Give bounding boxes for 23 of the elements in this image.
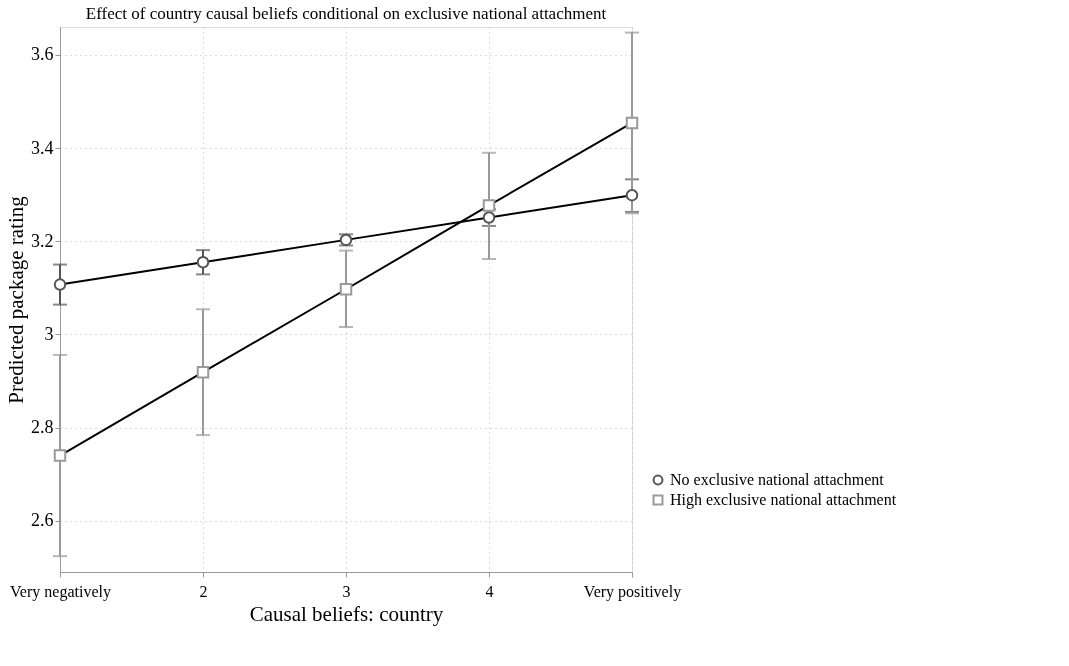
x-tick-label: 4	[485, 582, 494, 600]
y-axis-title: Predicted package rating	[4, 195, 28, 404]
x-tick-label: Very negatively	[10, 582, 111, 601]
point	[53, 278, 67, 291]
point	[53, 449, 67, 462]
point	[196, 365, 210, 379]
x-tick-label: 3	[342, 582, 351, 600]
y-tick-label: 2.8	[31, 417, 54, 438]
point	[339, 283, 353, 296]
x-tick-label: 2	[199, 582, 208, 600]
point	[196, 256, 210, 269]
chart-title: Effect of country causal beliefs conditional on exclusive national attachment	[85, 4, 607, 23]
y-tick-label: 3.2	[31, 230, 54, 251]
point	[625, 116, 639, 130]
x-tick-label: Very positively	[583, 582, 682, 601]
x-axis-title: Causal beliefs: country	[249, 601, 444, 626]
legend-label: No exclusive national attachment	[670, 471, 885, 488]
y-tick-label: 3.6	[31, 44, 54, 65]
point	[625, 188, 639, 202]
y-tick-label: 3	[44, 323, 54, 344]
y-tick-label: 2.6	[31, 510, 54, 531]
legend-label: High exclusive national attachment	[670, 491, 897, 509]
y-tick-label: 3.4	[31, 137, 54, 158]
